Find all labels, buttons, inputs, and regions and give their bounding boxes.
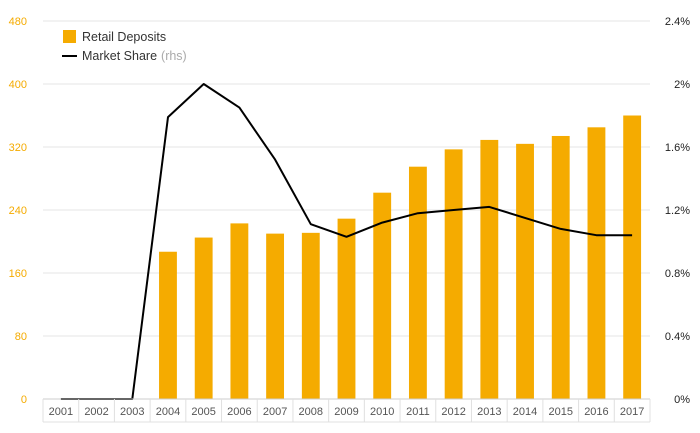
y-left-tick-label: 160 bbox=[9, 268, 27, 280]
y-right-tick-label: 0.8% bbox=[665, 268, 690, 280]
y-axis-left: 0 80 160 240 320 400 480 bbox=[9, 16, 27, 406]
bar-retail-deposits-2004 bbox=[159, 251, 177, 399]
x-tick-label: 2013 bbox=[477, 406, 501, 418]
bar-retail-deposits-2015 bbox=[551, 135, 570, 399]
bar-series-retail-deposits bbox=[159, 115, 642, 399]
bar-retail-deposits-2014 bbox=[516, 143, 534, 399]
x-tick-label: 2009 bbox=[334, 406, 358, 418]
legend: Retail Deposits Market Share (rhs) bbox=[62, 30, 187, 63]
y-right-tick-label: 2% bbox=[674, 79, 690, 91]
y-axis-right: 0% 0.4% 0.8% 1.2% 1.6% 2% 2.4% bbox=[665, 16, 690, 406]
x-tick-label: 2017 bbox=[620, 406, 644, 418]
x-tick-label: 2006 bbox=[227, 406, 251, 418]
x-tick-label: 2010 bbox=[370, 406, 394, 418]
y-left-tick-label: 240 bbox=[9, 205, 27, 217]
x-axis: 2001 2002 2003 2004 2005 2006 2007 2008 2009 2010… bbox=[42, 398, 651, 423]
bar-retail-deposits-2012 bbox=[444, 149, 463, 399]
legend-label-market-share: Market Share (rhs) bbox=[82, 49, 187, 63]
x-tick-label: 2014 bbox=[513, 406, 537, 418]
market-share-line bbox=[60, 83, 633, 400]
x-tick-label: 2005 bbox=[191, 406, 215, 418]
bar-retail-deposits-2017 bbox=[623, 115, 642, 399]
y-left-tick-label: 320 bbox=[9, 142, 27, 154]
bar-retail-deposits-2010 bbox=[373, 192, 392, 399]
y-right-tick-label: 1.6% bbox=[665, 142, 690, 154]
bar-retail-deposits-2008 bbox=[301, 232, 320, 399]
y-right-tick-label: 0% bbox=[674, 394, 690, 406]
y-right-tick-label: 2.4% bbox=[665, 16, 690, 28]
x-tick-label: 2008 bbox=[299, 406, 323, 418]
y-left-tick-label: 0 bbox=[21, 394, 27, 406]
bar-retail-deposits-2009 bbox=[337, 218, 356, 399]
x-tick-label: 2011 bbox=[406, 406, 430, 418]
legend-swatch-retail-deposits bbox=[63, 30, 76, 43]
bar-retail-deposits-2006 bbox=[230, 223, 249, 399]
bar-retail-deposits-2013 bbox=[480, 139, 499, 399]
bar-retail-deposits-2016 bbox=[587, 127, 606, 399]
x-tick-label: 2004 bbox=[156, 406, 180, 418]
y-right-tick-label: 0.4% bbox=[665, 331, 690, 343]
legend-label-market-share-suffix: (rhs) bbox=[161, 49, 187, 63]
legend-label-market-share-text: Market Share bbox=[82, 49, 157, 63]
y-right-tick-label: 1.2% bbox=[665, 205, 690, 217]
x-tick-label: 2015 bbox=[548, 406, 572, 418]
x-tick-label: 2002 bbox=[84, 406, 108, 418]
gridlines bbox=[43, 20, 650, 337]
legend-label-retail-deposits: Retail Deposits bbox=[82, 30, 166, 44]
bar-retail-deposits-2007 bbox=[266, 233, 285, 399]
x-tick-label: 2001 bbox=[49, 406, 73, 418]
x-tick-label: 2016 bbox=[584, 406, 608, 418]
y-left-tick-label: 480 bbox=[9, 16, 27, 28]
bar-retail-deposits-2005 bbox=[194, 237, 213, 399]
y-left-tick-label: 80 bbox=[15, 331, 27, 343]
x-tick-label: 2003 bbox=[120, 406, 144, 418]
x-tick-label: 2007 bbox=[263, 406, 287, 418]
bar-retail-deposits-2011 bbox=[408, 166, 427, 399]
x-tick-label: 2012 bbox=[441, 406, 465, 418]
y-left-tick-label: 400 bbox=[9, 79, 27, 91]
